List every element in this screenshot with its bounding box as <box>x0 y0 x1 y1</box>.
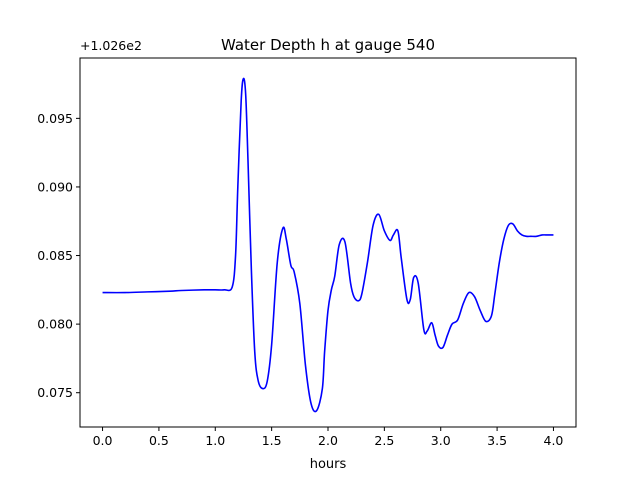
x-tick-label: 2.5 <box>374 433 394 448</box>
x-tick-label: 3.0 <box>431 433 451 448</box>
x-tick-label: 0.0 <box>93 433 113 448</box>
x-tick-label: 1.0 <box>205 433 225 448</box>
x-tick-label: 4.0 <box>544 433 564 448</box>
x-tick-label: 1.5 <box>262 433 282 448</box>
plot-frame <box>79 57 577 428</box>
ticks-layer: 0.0 0.5 1.0 1.5 2.0 2.5 3.0 3.5 4.0 0.075 0.080 0.0… <box>37 111 563 448</box>
y-tick-label: 0.095 <box>37 111 73 126</box>
x-axis-label: hours <box>310 457 347 472</box>
series-layer <box>102 77 554 413</box>
y-tick-label: 0.075 <box>37 385 73 400</box>
x-tick-label: 3.5 <box>487 433 507 448</box>
y-tick-label: 0.085 <box>37 248 73 263</box>
x-tick-label: 2.0 <box>318 433 338 448</box>
y-tick-label: 0.080 <box>37 317 73 332</box>
chart-title: Water Depth h at gauge 540 <box>221 36 435 54</box>
y-tick-label: 0.090 <box>37 179 73 194</box>
series-line <box>102 77 554 413</box>
y-offset-label: +1.026e2 <box>80 38 142 53</box>
x-tick-label: 0.5 <box>149 433 169 448</box>
